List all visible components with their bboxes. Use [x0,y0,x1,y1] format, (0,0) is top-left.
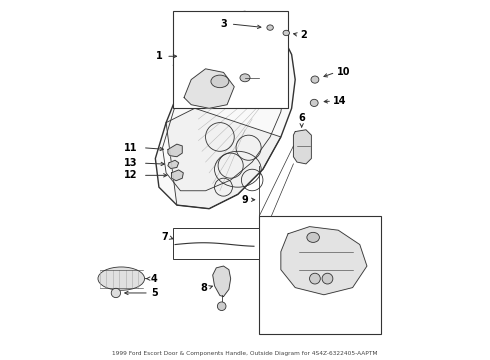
Ellipse shape [310,99,318,107]
Text: 3: 3 [220,19,227,29]
Ellipse shape [240,74,250,82]
Ellipse shape [307,232,319,242]
Circle shape [310,273,320,284]
Text: 11: 11 [124,143,137,153]
Polygon shape [172,170,183,181]
Bar [173,228,259,259]
Text: 7: 7 [161,232,168,242]
Bar [173,12,288,108]
Text: 9: 9 [242,195,248,205]
Text: 1999 Ford Escort Door & Components Handle, Outside Diagram for 4S4Z-6322405-AAPT: 1999 Ford Escort Door & Components Handl… [112,351,378,356]
Polygon shape [294,130,311,164]
Text: 8: 8 [200,283,207,293]
Text: 6: 6 [298,113,305,123]
Polygon shape [281,226,367,295]
Polygon shape [173,40,216,76]
Polygon shape [168,144,182,157]
Text: 4: 4 [151,274,158,284]
Ellipse shape [311,76,319,83]
Bar [259,216,381,334]
Text: 12: 12 [124,170,137,180]
Text: 14: 14 [333,96,346,106]
Ellipse shape [283,30,290,36]
Polygon shape [184,69,234,108]
Polygon shape [166,108,281,209]
Text: 2: 2 [300,30,307,40]
Polygon shape [155,12,295,209]
Polygon shape [213,266,231,297]
Circle shape [218,302,226,311]
Circle shape [322,273,333,284]
Ellipse shape [267,25,273,30]
Ellipse shape [211,75,229,87]
Ellipse shape [98,267,145,290]
Text: 5: 5 [151,288,158,298]
Text: 10: 10 [337,67,350,77]
Text: 13: 13 [124,158,137,168]
Text: 1: 1 [156,51,163,61]
Circle shape [111,288,121,298]
Polygon shape [168,160,179,168]
